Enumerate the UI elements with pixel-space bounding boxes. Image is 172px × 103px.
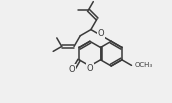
Text: O: O (68, 65, 75, 74)
Text: O: O (98, 29, 104, 38)
Text: OCH₃: OCH₃ (135, 62, 153, 68)
Text: O: O (87, 64, 93, 73)
